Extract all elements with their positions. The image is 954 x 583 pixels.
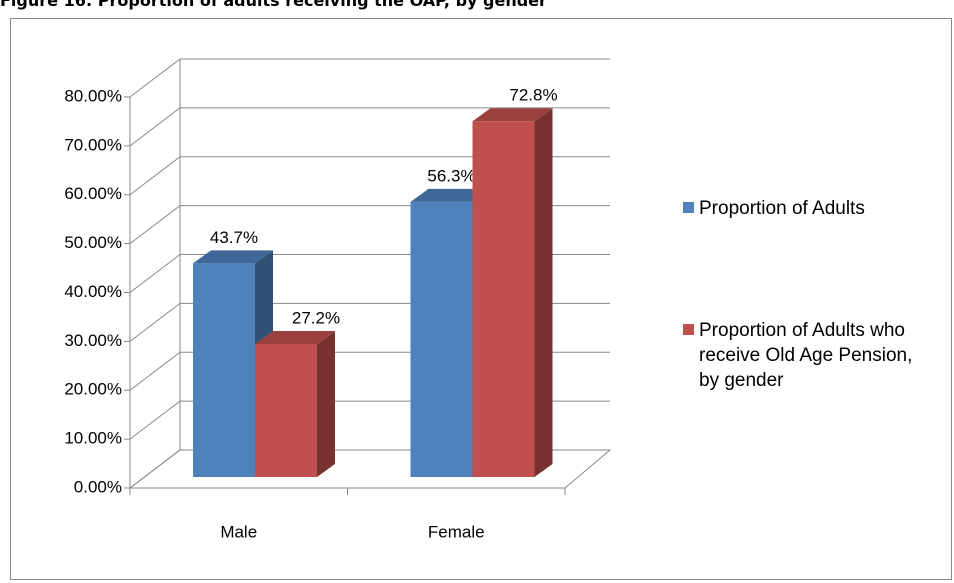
data-label: 43.7%: [210, 228, 258, 247]
legend-label: Proportion of Adults who receive Old Age…: [699, 320, 913, 391]
bar: [472, 108, 553, 477]
grid-line: [129, 156, 610, 196]
y-tick-label: 0.00%: [74, 477, 122, 496]
y-tick-label: 60.00%: [64, 184, 122, 203]
data-label: 27.2%: [292, 309, 340, 328]
legend-swatch: [683, 202, 694, 213]
bar-top: [255, 331, 335, 345]
bar-top: [472, 108, 553, 122]
bar-side: [534, 108, 553, 477]
chart-title: Figure 16: Proportion of adults receivin…: [0, 0, 547, 10]
bar-front: [255, 344, 317, 477]
x-tick-label: Male: [220, 522, 257, 541]
y-tick-label: 30.00%: [64, 331, 122, 350]
bar-front: [410, 201, 473, 478]
bar-front: [193, 263, 255, 477]
bar-top: [193, 250, 273, 264]
bar: [255, 331, 335, 477]
bar-side: [317, 331, 335, 477]
y-tick-label: 10.00%: [64, 429, 122, 448]
y-tick-label: 80.00%: [64, 86, 122, 105]
y-tick-label: 70.00%: [64, 135, 122, 154]
y-tick-label: 20.00%: [64, 380, 122, 399]
x-tick-label: Female: [428, 522, 485, 541]
data-label: 56.3%: [427, 166, 475, 185]
legend-swatch: [683, 324, 694, 335]
y-tick-label: 40.00%: [64, 282, 122, 301]
grid-line: [129, 58, 610, 98]
data-label: 72.8%: [509, 86, 557, 105]
bar-front: [472, 121, 535, 477]
bar-top: [410, 188, 491, 202]
grid-line: [129, 107, 610, 147]
legend-label: Proportion of Adults: [699, 198, 865, 219]
y-tick-label: 50.00%: [64, 233, 122, 252]
